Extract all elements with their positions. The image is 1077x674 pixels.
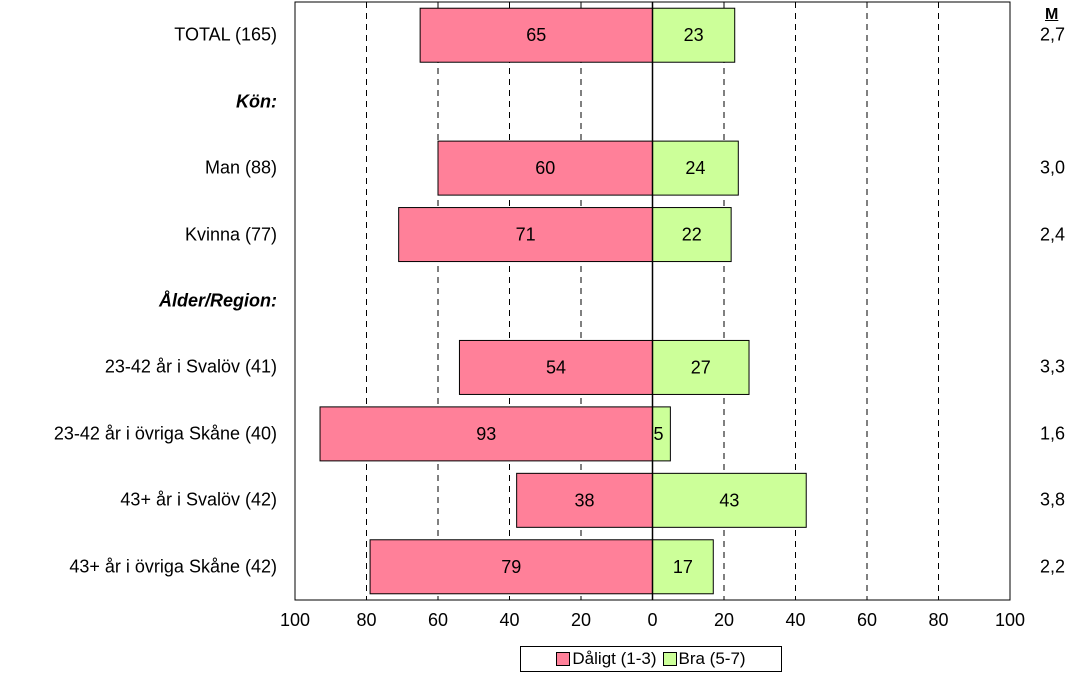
bar-bra — [652, 472, 807, 528]
legend-swatch-bra — [662, 652, 677, 666]
group-header-label: Ålder/Region: — [158, 290, 277, 311]
bar-bra — [652, 207, 732, 263]
data-label-bra: 22 — [682, 225, 702, 245]
x-tick-label: 60 — [428, 610, 448, 630]
x-tick-label: 100 — [995, 610, 1025, 630]
x-tick-label: 100 — [280, 610, 310, 630]
row-label: 43+ år i övriga Skåne (42) — [69, 556, 277, 577]
m-value: 2,4 — [1040, 224, 1066, 245]
x-tick-label: 80 — [928, 610, 948, 630]
bar-daligt — [319, 406, 653, 462]
bar-daligt — [458, 339, 654, 395]
m-value: 3,0 — [1040, 157, 1066, 178]
row-label: 43+ år i Svalöv (42) — [120, 489, 277, 510]
m-value: 2,2 — [1040, 556, 1066, 577]
x-tick-label: 40 — [499, 610, 519, 630]
data-label-daligt: 38 — [575, 490, 595, 510]
bar-bra — [652, 539, 714, 595]
data-label-daligt: 54 — [546, 357, 566, 377]
group-header-label: Kön: — [236, 91, 277, 112]
data-label-bra: 23 — [684, 25, 704, 45]
data-label-bra: 17 — [673, 557, 693, 577]
legend-item-daligt: Dåligt (1-3) — [556, 649, 657, 669]
row-label: 23-42 år i övriga Skåne (40) — [53, 423, 277, 444]
x-tick-label: 0 — [647, 610, 657, 630]
row-label: Kvinna (77) — [184, 224, 277, 245]
x-tick-label: 80 — [356, 610, 376, 630]
m-value: 1,6 — [1040, 423, 1066, 444]
data-label-daligt: 71 — [516, 225, 536, 245]
data-label-bra: 24 — [685, 158, 705, 178]
bar-bra — [652, 7, 736, 63]
row-label: 23-42 år i Svalöv (41) — [104, 356, 277, 377]
bar-bra — [652, 140, 739, 196]
m-value: 3,3 — [1040, 356, 1066, 377]
legend-label-bra: Bra (5-7) — [678, 649, 746, 668]
data-label-bra: 43 — [719, 490, 739, 510]
legend-swatch-daligt — [556, 652, 571, 666]
data-label-daligt: 65 — [526, 25, 546, 45]
data-label-bra: 27 — [691, 357, 711, 377]
bar-bra — [652, 339, 750, 395]
x-tick-label: 40 — [785, 610, 805, 630]
m-value: 2,7 — [1040, 24, 1066, 45]
bar-daligt — [419, 7, 653, 63]
legend-label-daligt: Dåligt (1-3) — [572, 649, 657, 668]
legend-item-bra: Bra (5-7) — [662, 649, 746, 669]
x-tick-label: 60 — [857, 610, 877, 630]
legend: Dåligt (1-3) Bra (5-7) — [520, 646, 782, 672]
x-tick-label: 20 — [714, 610, 734, 630]
bar-daligt — [398, 207, 653, 263]
data-label-daligt: 79 — [501, 557, 521, 577]
data-label-daligt: 60 — [535, 158, 555, 178]
data-label-daligt: 93 — [476, 424, 496, 444]
row-label: Man (88) — [204, 157, 277, 178]
x-tick-label: 20 — [571, 610, 591, 630]
row-label: TOTAL (165) — [174, 24, 277, 45]
bar-daligt — [369, 539, 653, 595]
data-label-bra: 5 — [654, 424, 664, 444]
m-column-header: M — [1045, 6, 1059, 23]
m-value: 3,8 — [1040, 489, 1066, 510]
bar-daligt — [516, 472, 654, 528]
